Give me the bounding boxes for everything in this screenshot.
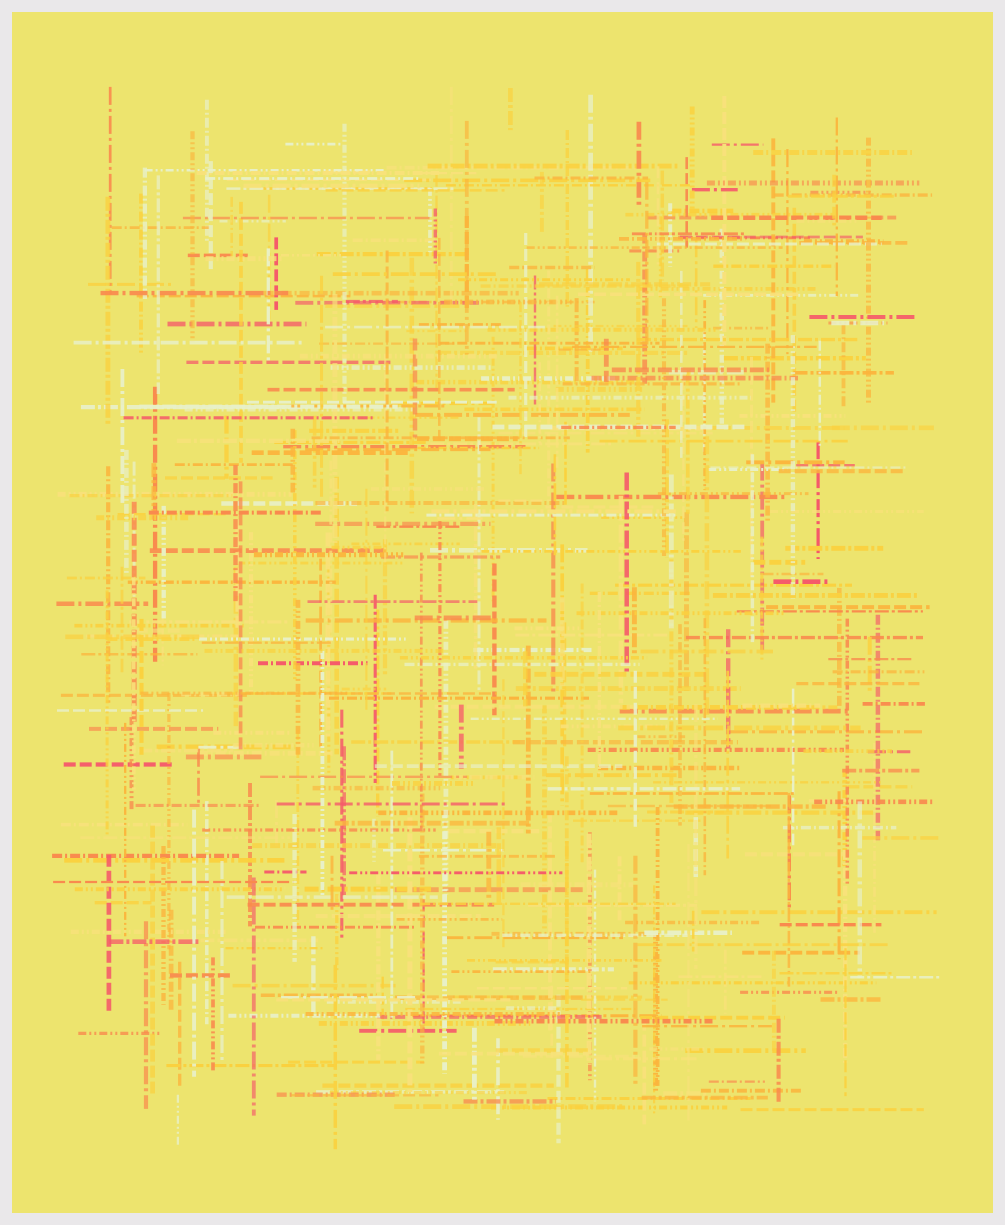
generative-line-artwork [12, 12, 993, 1213]
artwork-frame [12, 12, 993, 1213]
dash-line-layer [52, 86, 942, 1150]
